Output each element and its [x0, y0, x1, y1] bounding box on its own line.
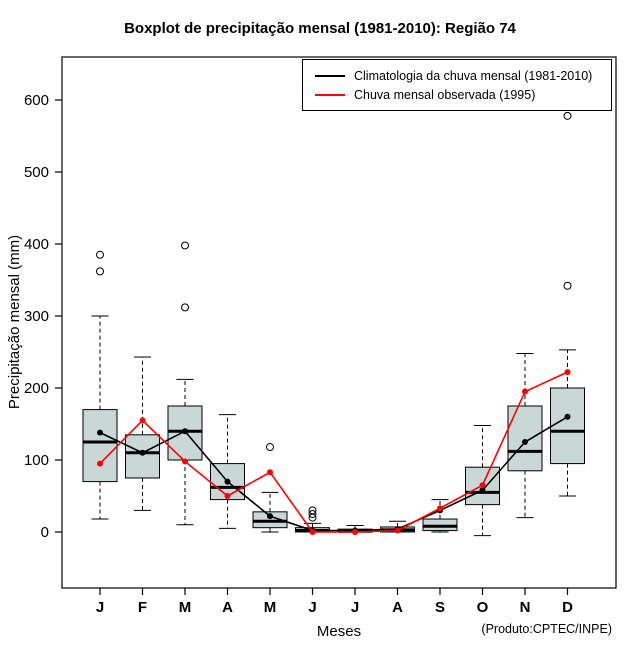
box — [507, 405, 543, 472]
outlier-point — [563, 111, 572, 120]
outlier-point — [308, 510, 317, 518]
legend-label-observed: Chuva mensal observada (1995) — [354, 87, 536, 102]
x-tick-label: D — [562, 599, 573, 616]
observed-line-sample — [315, 93, 345, 96]
x-tick-label: J — [351, 599, 359, 616]
climatology-point — [564, 413, 571, 420]
y-tick-label: 400 — [24, 236, 49, 253]
x-tick-label: J — [96, 599, 104, 616]
box — [125, 434, 160, 479]
plot-border — [61, 56, 617, 589]
outlier-point — [96, 267, 104, 276]
x-tick-label: M — [264, 599, 277, 616]
box — [82, 409, 118, 483]
chart-title: Boxplot de precipitação mensal (1981-201… — [124, 20, 516, 37]
observed-point — [224, 493, 231, 499]
y-tick-label: 500 — [24, 164, 49, 181]
x-tick-label: S — [435, 599, 445, 616]
outlier-point — [181, 303, 189, 312]
climatology-point — [182, 428, 188, 435]
climatology-point — [522, 439, 528, 445]
observed-point — [267, 469, 273, 476]
observed-point — [564, 369, 571, 376]
outlier-point — [563, 281, 572, 290]
legend-label-climatology: Climatologia da chuva mensal (1981-2010) — [354, 68, 593, 83]
climatology-point — [97, 429, 103, 436]
observed-line — [99, 371, 568, 533]
y-tick-label: 100 — [24, 452, 49, 469]
y-tick-label: 200 — [24, 380, 49, 397]
climatology-point — [267, 513, 273, 520]
climatology-point — [479, 487, 486, 494]
x-tick-label: F — [138, 599, 147, 616]
outlier-point — [266, 443, 274, 452]
climatology-point — [224, 478, 231, 485]
x-tick-label: O — [477, 599, 489, 616]
observed-point — [522, 388, 528, 395]
outlier-point — [96, 250, 104, 259]
climatology-line — [99, 416, 568, 532]
observed-point — [97, 460, 103, 467]
x-tick-label: M — [179, 599, 192, 616]
legend: Climatologia da chuva mensal (1981-2010)… — [302, 59, 612, 111]
y-tick-label: 300 — [24, 308, 49, 325]
observed-point — [394, 527, 401, 534]
x-tick-label: A — [392, 599, 403, 616]
product-credit: (Produto:CPTEC/INPE) — [481, 622, 612, 636]
observed-point — [437, 505, 443, 512]
x-axis-label: Meses — [316, 623, 362, 640]
climatology-point — [139, 449, 146, 456]
x-tick-label: A — [222, 599, 233, 616]
observed-point — [479, 482, 486, 489]
x-tick-label: N — [520, 599, 531, 616]
legend-item-observed: Chuva mensal observada (1995) — [315, 85, 607, 104]
observed-point — [182, 458, 188, 465]
y-axis-label: Precipitação mensal (mm) — [6, 234, 23, 410]
outlier-point — [181, 241, 189, 250]
y-tick-label: 600 — [24, 92, 49, 109]
x-tick-label: J — [308, 599, 316, 616]
box — [550, 387, 585, 465]
climatology-line-sample — [315, 74, 345, 77]
y-tick-label: 0 — [41, 524, 49, 541]
outlier-point — [308, 506, 317, 515]
observed-point — [352, 529, 358, 535]
legend-item-climatology: Climatologia da chuva mensal (1981-2010) — [315, 66, 607, 85]
observed-point — [139, 417, 146, 424]
observed-point — [309, 529, 316, 535]
